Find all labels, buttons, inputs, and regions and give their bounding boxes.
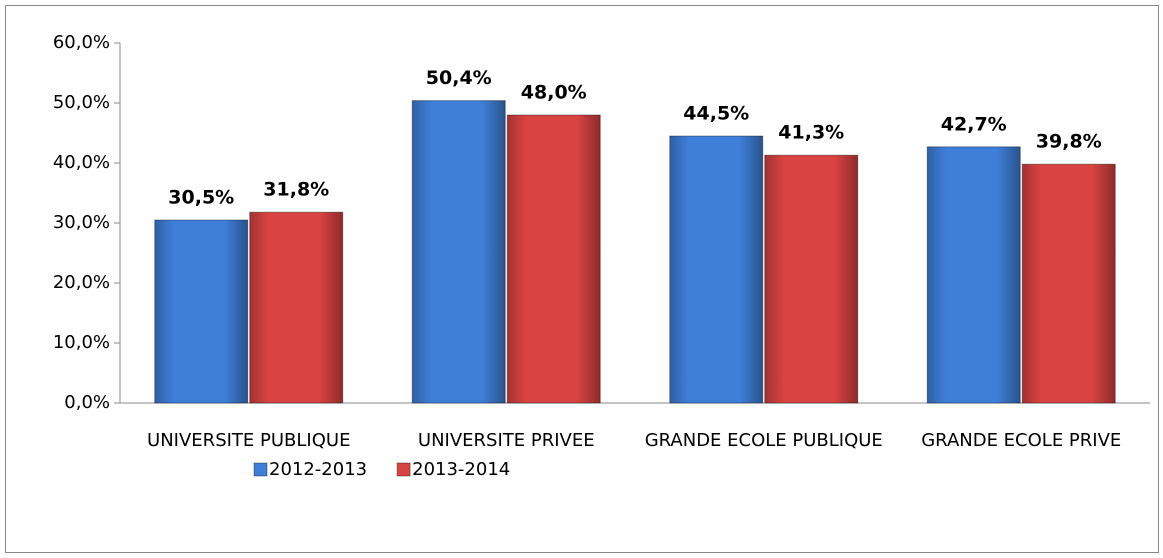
y-tick-label: 30,0% bbox=[53, 212, 110, 233]
legend-swatch bbox=[396, 462, 411, 477]
bar bbox=[411, 100, 506, 404]
x-tick-label: UNIVERSITE PRIVEE bbox=[417, 430, 595, 451]
value-label: 31,8% bbox=[263, 179, 329, 201]
x-tick-label: UNIVERSITE PUBLIQUE bbox=[147, 430, 351, 451]
bar bbox=[506, 114, 601, 404]
legend-label: 2013-2014 bbox=[412, 459, 510, 480]
value-label: 42,7% bbox=[941, 113, 1007, 135]
legend-label: 2012-2013 bbox=[269, 459, 367, 480]
bar bbox=[249, 211, 344, 404]
bar bbox=[1021, 163, 1116, 404]
bar bbox=[154, 219, 249, 404]
bar bbox=[669, 135, 764, 404]
y-tick-label: 0,0% bbox=[64, 392, 110, 413]
value-label: 48,0% bbox=[521, 82, 587, 104]
y-tick-label: 20,0% bbox=[53, 272, 110, 293]
y-tick-label: 10,0% bbox=[53, 332, 110, 353]
y-tick-label: 60,0% bbox=[53, 32, 110, 53]
value-label: 41,3% bbox=[778, 122, 844, 144]
value-label: 44,5% bbox=[683, 103, 749, 125]
value-label: 50,4% bbox=[426, 67, 492, 89]
x-tick-label: GRANDE ECOLE PUBLIQUE bbox=[644, 430, 883, 451]
value-label: 30,5% bbox=[168, 187, 234, 209]
chart-border bbox=[5, 5, 1159, 553]
y-tick-label: 50,0% bbox=[53, 92, 110, 113]
legend-swatch bbox=[253, 462, 268, 477]
bar bbox=[926, 146, 1021, 404]
y-tick-label: 40,0% bbox=[53, 152, 110, 173]
x-tick-label: GRANDE ECOLE PRIVE bbox=[921, 430, 1122, 451]
value-label: 39,8% bbox=[1036, 131, 1102, 153]
bar bbox=[764, 154, 859, 404]
